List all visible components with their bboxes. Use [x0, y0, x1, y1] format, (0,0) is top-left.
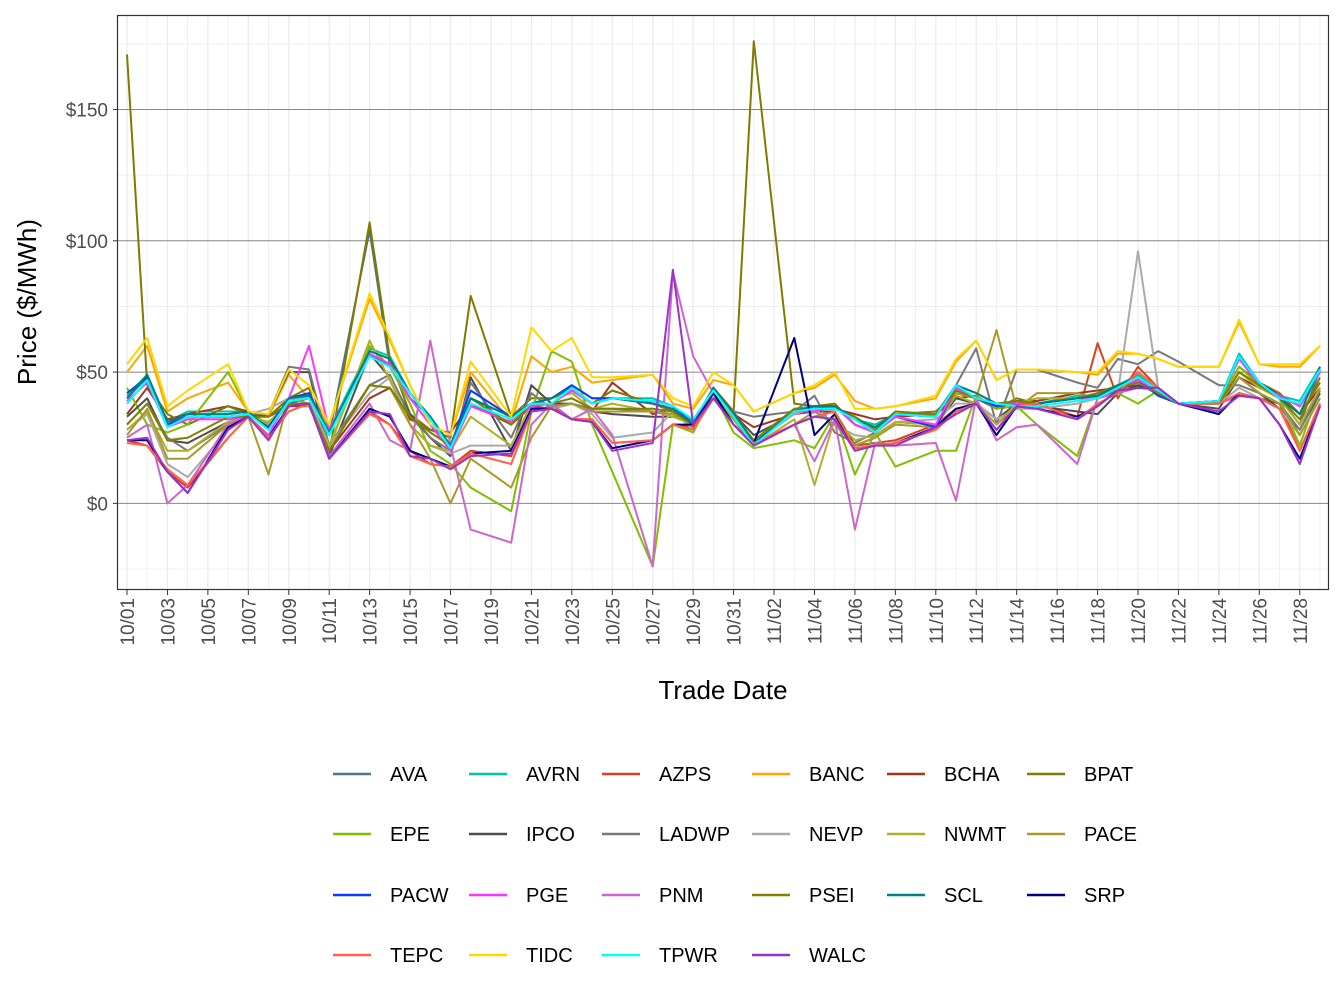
legend: AVA AVRN AZPS BANC BCHA BPAT EPE IPCO LADWP NEVP N…	[333, 764, 1137, 967]
legend-item-ladwp: LADWP	[602, 824, 730, 846]
legend-label: SRP	[1084, 885, 1125, 907]
x-axis: 10/01 10/03 10/05 10/07 10/09 10/11 10/13 10/15…	[118, 590, 1312, 646]
y-tick-label: $150	[66, 101, 108, 122]
legend-label: LADWP	[659, 824, 730, 846]
legend-label: SCL	[944, 885, 983, 907]
x-tick-label: 11/24	[1210, 598, 1231, 645]
legend-label: AVRN	[526, 764, 580, 786]
legend-label: PSEI	[809, 885, 855, 907]
legend-label: BCHA	[944, 764, 1000, 786]
legend-label: WALC	[809, 945, 866, 967]
legend-item-pacw: PACW	[333, 885, 449, 907]
legend-item-pge: PGE	[469, 885, 568, 907]
x-tick-label: 10/23	[563, 598, 584, 646]
legend-label: NWMT	[944, 824, 1006, 846]
series-line-tidc	[126, 292, 1321, 437]
x-tick-label: 10/11	[320, 598, 341, 644]
x-tick-label: 11/14	[1008, 598, 1029, 645]
legend-label: NEVP	[809, 824, 863, 846]
legend-item-tpwr: TPWR	[602, 945, 718, 967]
legend-label: AZPS	[659, 764, 711, 786]
legend-item-banc: BANC	[752, 764, 865, 786]
legend-label: PACE	[1084, 824, 1137, 846]
x-tick-label: 10/19	[482, 598, 503, 646]
legend-item-tidc: TIDC	[469, 945, 573, 967]
legend-item-psei: PSEI	[752, 885, 855, 907]
legend-item-nevp: NEVP	[752, 824, 863, 846]
legend-label: EPE	[390, 824, 430, 846]
y-tick-label: $50	[76, 363, 108, 384]
legend-label: PNM	[659, 885, 703, 907]
x-tick-label: 10/07	[239, 598, 260, 646]
x-tick-label: 11/08	[886, 598, 907, 644]
legend-label: AVA	[390, 764, 428, 786]
legend-label: TEPC	[390, 945, 443, 967]
y-axis-title: Price ($/MWh)	[12, 219, 42, 385]
legend-label: PGE	[526, 885, 568, 907]
x-tick-label: 11/02	[765, 598, 786, 644]
legend-item-srp: SRP	[1027, 885, 1125, 907]
x-tick-label: 10/27	[644, 598, 665, 646]
series-line-walc	[126, 268, 1321, 494]
series-line-tpwr	[126, 355, 1321, 450]
y-tick-label: $100	[66, 232, 108, 253]
legend-item-walc: WALC	[752, 945, 866, 967]
x-tick-label: 10/29	[684, 598, 705, 646]
y-tick-label: $0	[87, 494, 108, 515]
x-tick-label: 10/13	[361, 598, 382, 646]
legend-item-ava: AVA	[333, 764, 428, 786]
x-tick-label: 10/17	[442, 598, 463, 646]
x-tick-label: 11/16	[1048, 598, 1069, 644]
x-axis-title: Trade Date	[658, 675, 787, 705]
x-tick-label: 11/20	[1129, 598, 1150, 644]
x-tick-label: 10/25	[603, 598, 624, 646]
series-lines	[126, 40, 1321, 568]
legend-label: TIDC	[526, 945, 573, 967]
legend-item-nwmt: NWMT	[887, 824, 1006, 846]
legend-label: TPWR	[659, 945, 718, 967]
panel-border	[116, 14, 1330, 591]
x-tick-label: 11/18	[1089, 598, 1110, 644]
legend-label: PACW	[390, 885, 449, 907]
legend-item-avrn: AVRN	[469, 764, 580, 786]
legend-item-azps: AZPS	[602, 764, 711, 786]
legend-label: BANC	[809, 764, 865, 786]
x-tick-label: 10/03	[158, 598, 179, 646]
grid	[117, 15, 1329, 590]
x-tick-label: 10/05	[199, 598, 220, 646]
x-tick-label: 11/04	[805, 598, 826, 645]
x-tick-label: 10/21	[522, 598, 543, 646]
x-tick-label: 10/15	[401, 598, 422, 646]
x-tick-label: 11/26	[1250, 598, 1271, 644]
legend-item-epe: EPE	[333, 824, 430, 846]
x-tick-label: 11/10	[927, 598, 948, 644]
x-tick-label: 11/28	[1291, 598, 1312, 644]
x-tick-label: 11/22	[1169, 598, 1190, 644]
legend-item-tepc: TEPC	[333, 945, 443, 967]
legend-label: BPAT	[1084, 764, 1133, 786]
legend-label: IPCO	[526, 824, 575, 846]
x-tick-label: 10/09	[280, 598, 301, 646]
y-axis: $0 $50 $100 $150	[66, 101, 117, 515]
x-tick-label: 11/12	[967, 598, 988, 644]
legend-item-bcha: BCHA	[887, 764, 1000, 786]
x-tick-label: 10/01	[118, 598, 139, 646]
legend-item-ipco: IPCO	[469, 824, 575, 846]
legend-item-scl: SCL	[887, 885, 983, 907]
x-tick-label: 10/31	[725, 598, 746, 646]
legend-item-pnm: PNM	[602, 885, 703, 907]
legend-item-bpat: BPAT	[1027, 764, 1133, 786]
legend-item-pace: PACE	[1027, 824, 1137, 846]
x-tick-label: 11/06	[846, 598, 867, 644]
panel-background	[117, 15, 1329, 590]
